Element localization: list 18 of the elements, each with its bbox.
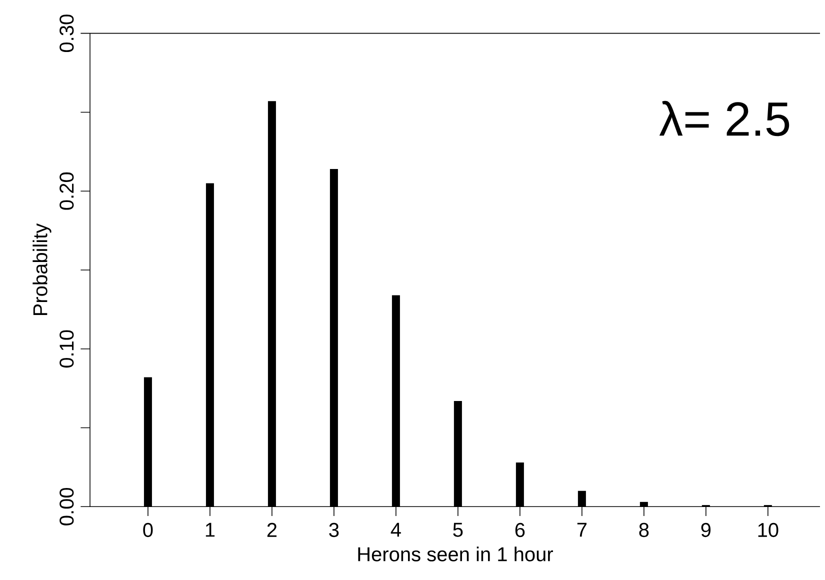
x-tick-label: 1 bbox=[206, 522, 215, 537]
x-tick-label: 3 bbox=[329, 522, 339, 538]
annotation: λ= 2.5 bbox=[659, 100, 790, 136]
y-tick-label: 0.20 bbox=[60, 172, 74, 210]
x-tick-label: 6 bbox=[515, 522, 525, 538]
y-tick-label: 0.30 bbox=[60, 14, 74, 52]
x-tick-label: 0 bbox=[143, 522, 153, 538]
y-axis-title: Probability bbox=[32, 223, 52, 316]
x-tick-label: 2 bbox=[267, 522, 277, 537]
x-tick-label: 10 bbox=[758, 522, 778, 538]
x-tick-label: 8 bbox=[639, 522, 649, 538]
x-tick-label: 5 bbox=[453, 522, 463, 537]
x-tick-label: 4 bbox=[390, 522, 401, 537]
y-tick-label: 0.00 bbox=[60, 488, 74, 526]
x-tick-label: 9 bbox=[701, 522, 711, 538]
x-axis-title: Herons seen in 1 hour bbox=[358, 546, 553, 562]
x-tick-label: 7 bbox=[577, 522, 586, 537]
y-tick-label: 0.10 bbox=[60, 330, 74, 368]
